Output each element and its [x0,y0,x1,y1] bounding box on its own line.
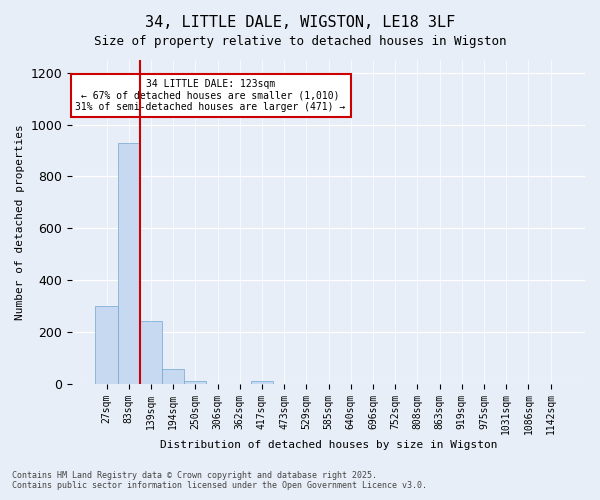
Bar [184,381,206,384]
Text: Contains HM Land Registry data © Crown copyright and database right 2025.
Contai: Contains HM Land Registry data © Crown c… [12,470,427,490]
Bar [162,370,184,384]
Text: 34 LITTLE DALE: 123sqm
← 67% of detached houses are smaller (1,010)
31% of semi-: 34 LITTLE DALE: 123sqm ← 67% of detached… [76,79,346,112]
Y-axis label: Number of detached properties: Number of detached properties [15,124,25,320]
Bar [140,322,162,384]
Text: Size of property relative to detached houses in Wigston: Size of property relative to detached ho… [94,35,506,48]
Text: 34, LITTLE DALE, WIGSTON, LE18 3LF: 34, LITTLE DALE, WIGSTON, LE18 3LF [145,15,455,30]
Bar [251,381,273,384]
X-axis label: Distribution of detached houses by size in Wigston: Distribution of detached houses by size … [160,440,497,450]
Bar [95,306,118,384]
Bar [118,143,140,384]
